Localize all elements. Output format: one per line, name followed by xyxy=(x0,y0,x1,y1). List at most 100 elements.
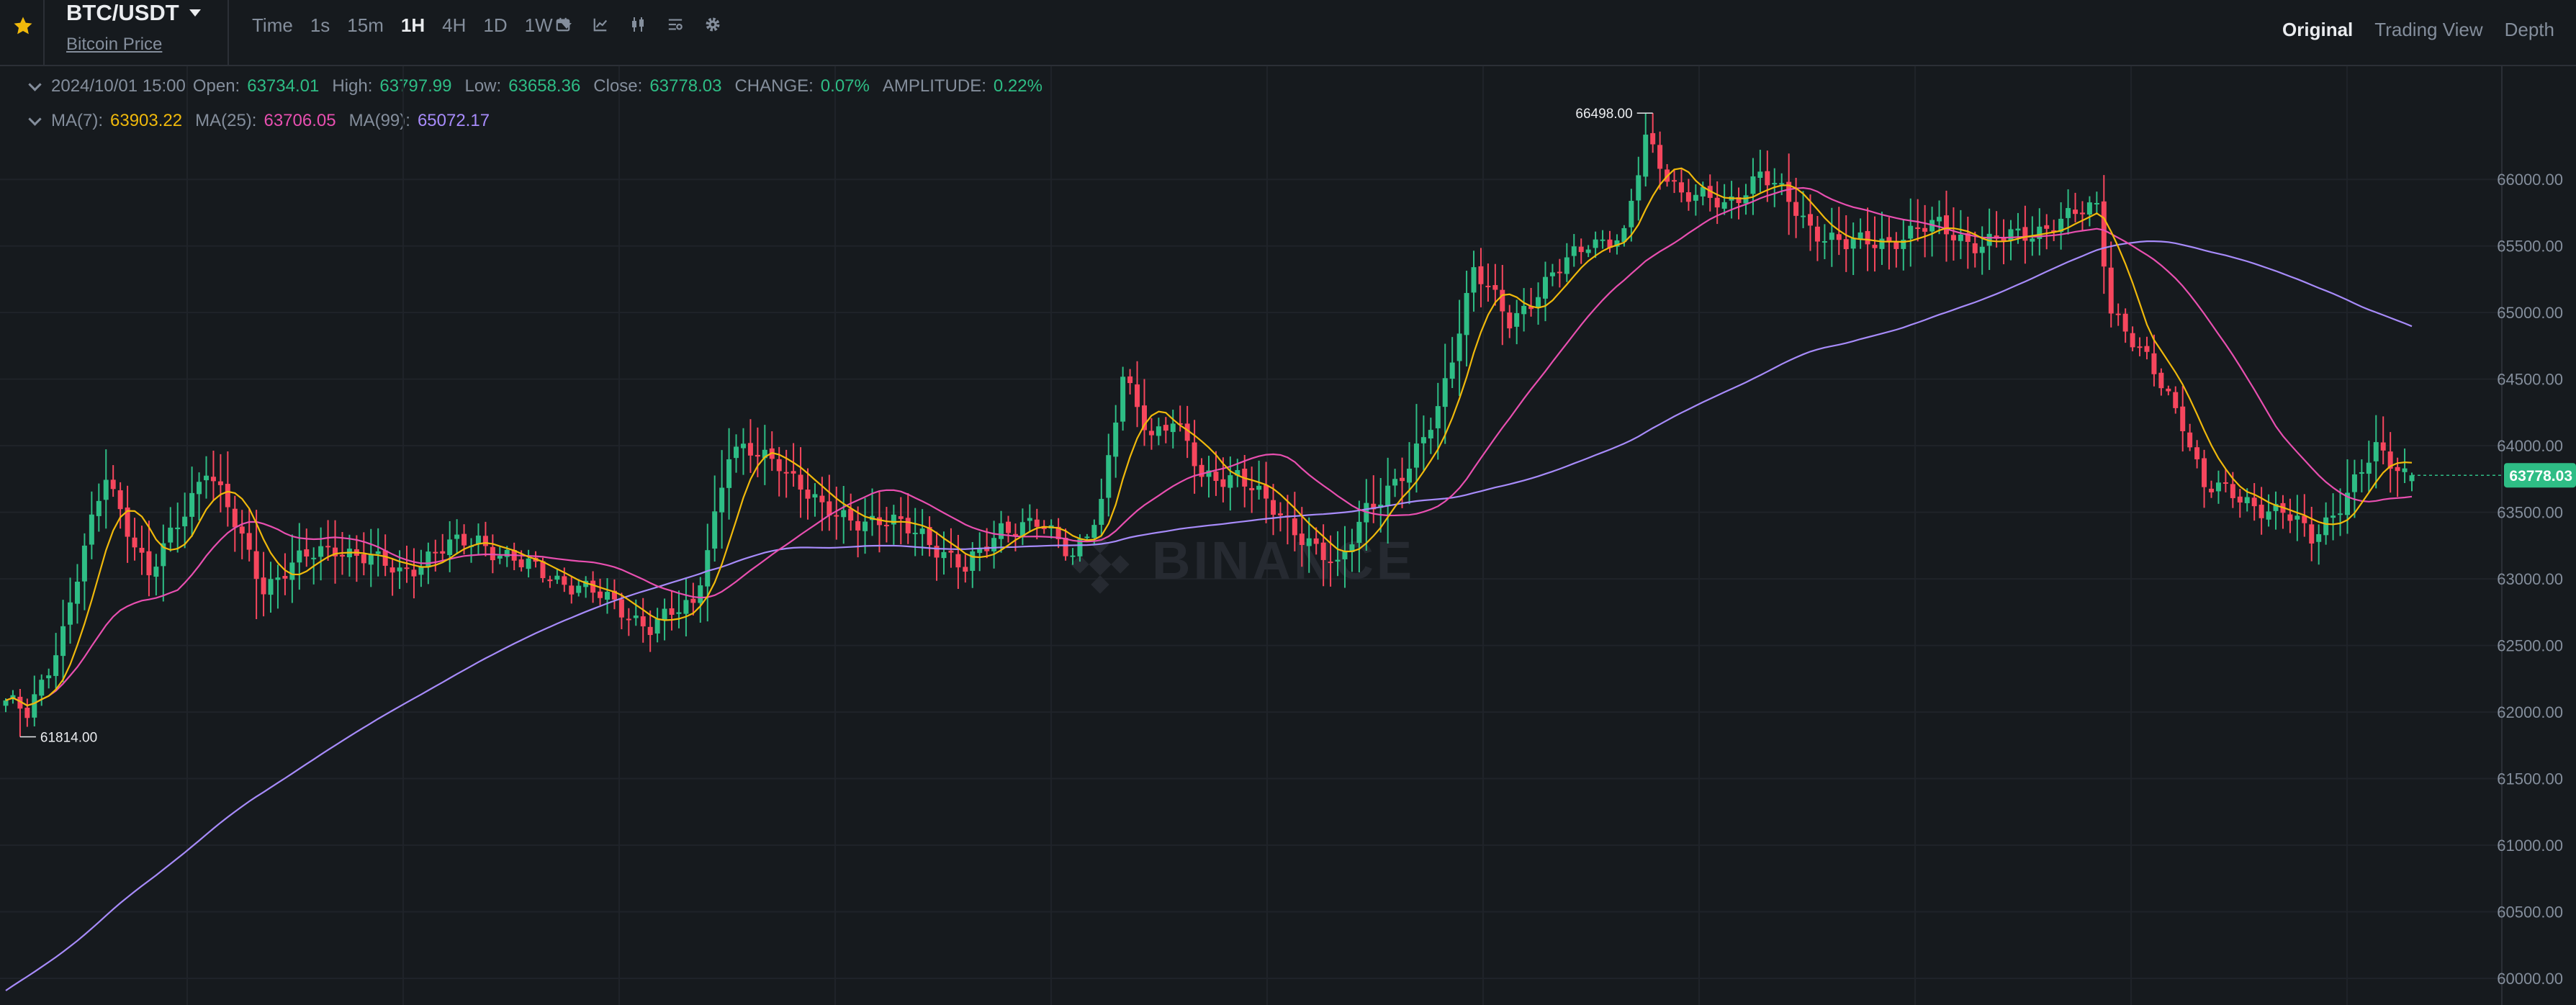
candle xyxy=(1464,270,1469,367)
candle xyxy=(2380,416,2386,464)
ma99-value: 65072.17 xyxy=(417,111,490,130)
candle-body xyxy=(740,443,746,449)
interval-selector: Time 1s 15m 1H 4H 1D 1W xyxy=(252,14,593,37)
interval-time[interactable]: Time xyxy=(252,14,293,36)
candle-body xyxy=(783,472,789,474)
interval-15m[interactable]: 15m xyxy=(347,14,384,36)
candle-body xyxy=(1621,227,1627,243)
interval-4h[interactable]: 4H xyxy=(442,14,467,36)
candle xyxy=(454,519,460,554)
candle xyxy=(647,610,653,652)
pair-selector[interactable]: BTC/USDT xyxy=(66,0,201,26)
candle-body xyxy=(755,454,760,457)
candle-body xyxy=(948,550,954,553)
candle xyxy=(2130,326,2135,351)
view-trading-view[interactable]: Trading View xyxy=(2374,19,2483,40)
favorite-star-icon[interactable] xyxy=(10,13,36,39)
indicator-icon[interactable] xyxy=(590,14,611,35)
interval-dropdown-icon[interactable] xyxy=(561,22,572,29)
candle xyxy=(977,532,983,572)
candle xyxy=(1271,484,1276,536)
candle xyxy=(1886,217,1892,270)
candle xyxy=(1320,524,1326,587)
view-switcher: Original Trading View Depth xyxy=(2282,19,2576,41)
candle-body xyxy=(1500,289,1505,312)
calendar-icon[interactable] xyxy=(553,14,573,35)
candle-body xyxy=(1821,241,1827,243)
candle-body xyxy=(1685,192,1691,202)
view-depth[interactable]: Depth xyxy=(2504,19,2554,40)
candle xyxy=(175,502,181,553)
candles xyxy=(3,113,2415,737)
candle-body xyxy=(2166,388,2171,392)
candle-body xyxy=(2330,515,2336,518)
candle-body xyxy=(2359,472,2364,474)
candle-body xyxy=(1901,240,1906,249)
candle xyxy=(2223,469,2228,492)
candle-body xyxy=(583,580,589,587)
candle-body xyxy=(647,626,653,636)
change-value: 0.07% xyxy=(820,76,870,96)
candle-type-icon[interactable] xyxy=(628,14,648,35)
gear-icon[interactable] xyxy=(703,14,723,35)
candle xyxy=(676,590,682,628)
candle-body xyxy=(576,585,582,593)
candle xyxy=(1714,181,1720,225)
candle xyxy=(2151,334,2157,387)
candle-body xyxy=(1922,227,1928,232)
settings-list-icon[interactable] xyxy=(665,14,685,35)
candle-body xyxy=(1299,533,1305,546)
candle xyxy=(146,520,152,597)
candle-body xyxy=(1793,202,1799,216)
candle-body xyxy=(1678,182,1684,193)
candle xyxy=(24,698,30,727)
candle-body xyxy=(1507,312,1513,329)
candle xyxy=(1449,337,1455,389)
candle xyxy=(526,549,531,578)
candle xyxy=(1908,198,1914,267)
candle-body xyxy=(404,567,410,569)
candle xyxy=(1578,238,1584,264)
bitcoin-price-link[interactable]: Bitcoin Price xyxy=(66,35,163,54)
candle xyxy=(798,447,803,518)
candle-body xyxy=(863,521,868,531)
interval-1h[interactable]: 1H xyxy=(400,14,425,36)
interval-1s[interactable]: 1s xyxy=(310,14,330,36)
candle xyxy=(1507,305,1513,338)
candle-body xyxy=(526,558,531,569)
candle xyxy=(1901,219,1906,271)
candle-body xyxy=(1943,215,1949,235)
candle xyxy=(2338,488,2343,536)
candle-body xyxy=(891,514,896,525)
interval-1d[interactable]: 1D xyxy=(483,14,508,36)
candle xyxy=(125,485,130,563)
candlestick-chart[interactable]: BINANCE 66000.00 65500.00 65000.00 64500.00… xyxy=(0,66,2576,1005)
candle-body xyxy=(333,547,338,556)
candle xyxy=(955,535,961,590)
candle xyxy=(68,577,73,644)
ohlc-legend: 2024/10/01 15:00 Open: 63734.01 High: 63… xyxy=(27,76,1055,96)
interval-1w[interactable]: 1W xyxy=(524,14,553,36)
candle-body xyxy=(1442,378,1448,407)
candle-body xyxy=(1342,550,1348,559)
candle xyxy=(963,554,968,583)
ma25-line xyxy=(5,186,2413,707)
candle-body xyxy=(32,694,37,718)
candle-body xyxy=(762,449,767,459)
candle xyxy=(1857,218,1863,249)
candle xyxy=(2101,175,2107,294)
candle xyxy=(1972,231,1978,268)
candle-body xyxy=(46,675,52,679)
candle-body xyxy=(1549,272,1555,276)
candle xyxy=(1536,282,1541,325)
candle-body xyxy=(640,616,646,627)
candle xyxy=(2402,448,2408,484)
candle xyxy=(654,608,660,643)
candle xyxy=(132,518,138,561)
candle-body xyxy=(1700,186,1706,197)
candle-body xyxy=(1471,267,1477,293)
candle xyxy=(368,528,374,587)
candle xyxy=(418,549,424,587)
view-original[interactable]: Original xyxy=(2282,19,2354,40)
candle xyxy=(1170,410,1176,449)
